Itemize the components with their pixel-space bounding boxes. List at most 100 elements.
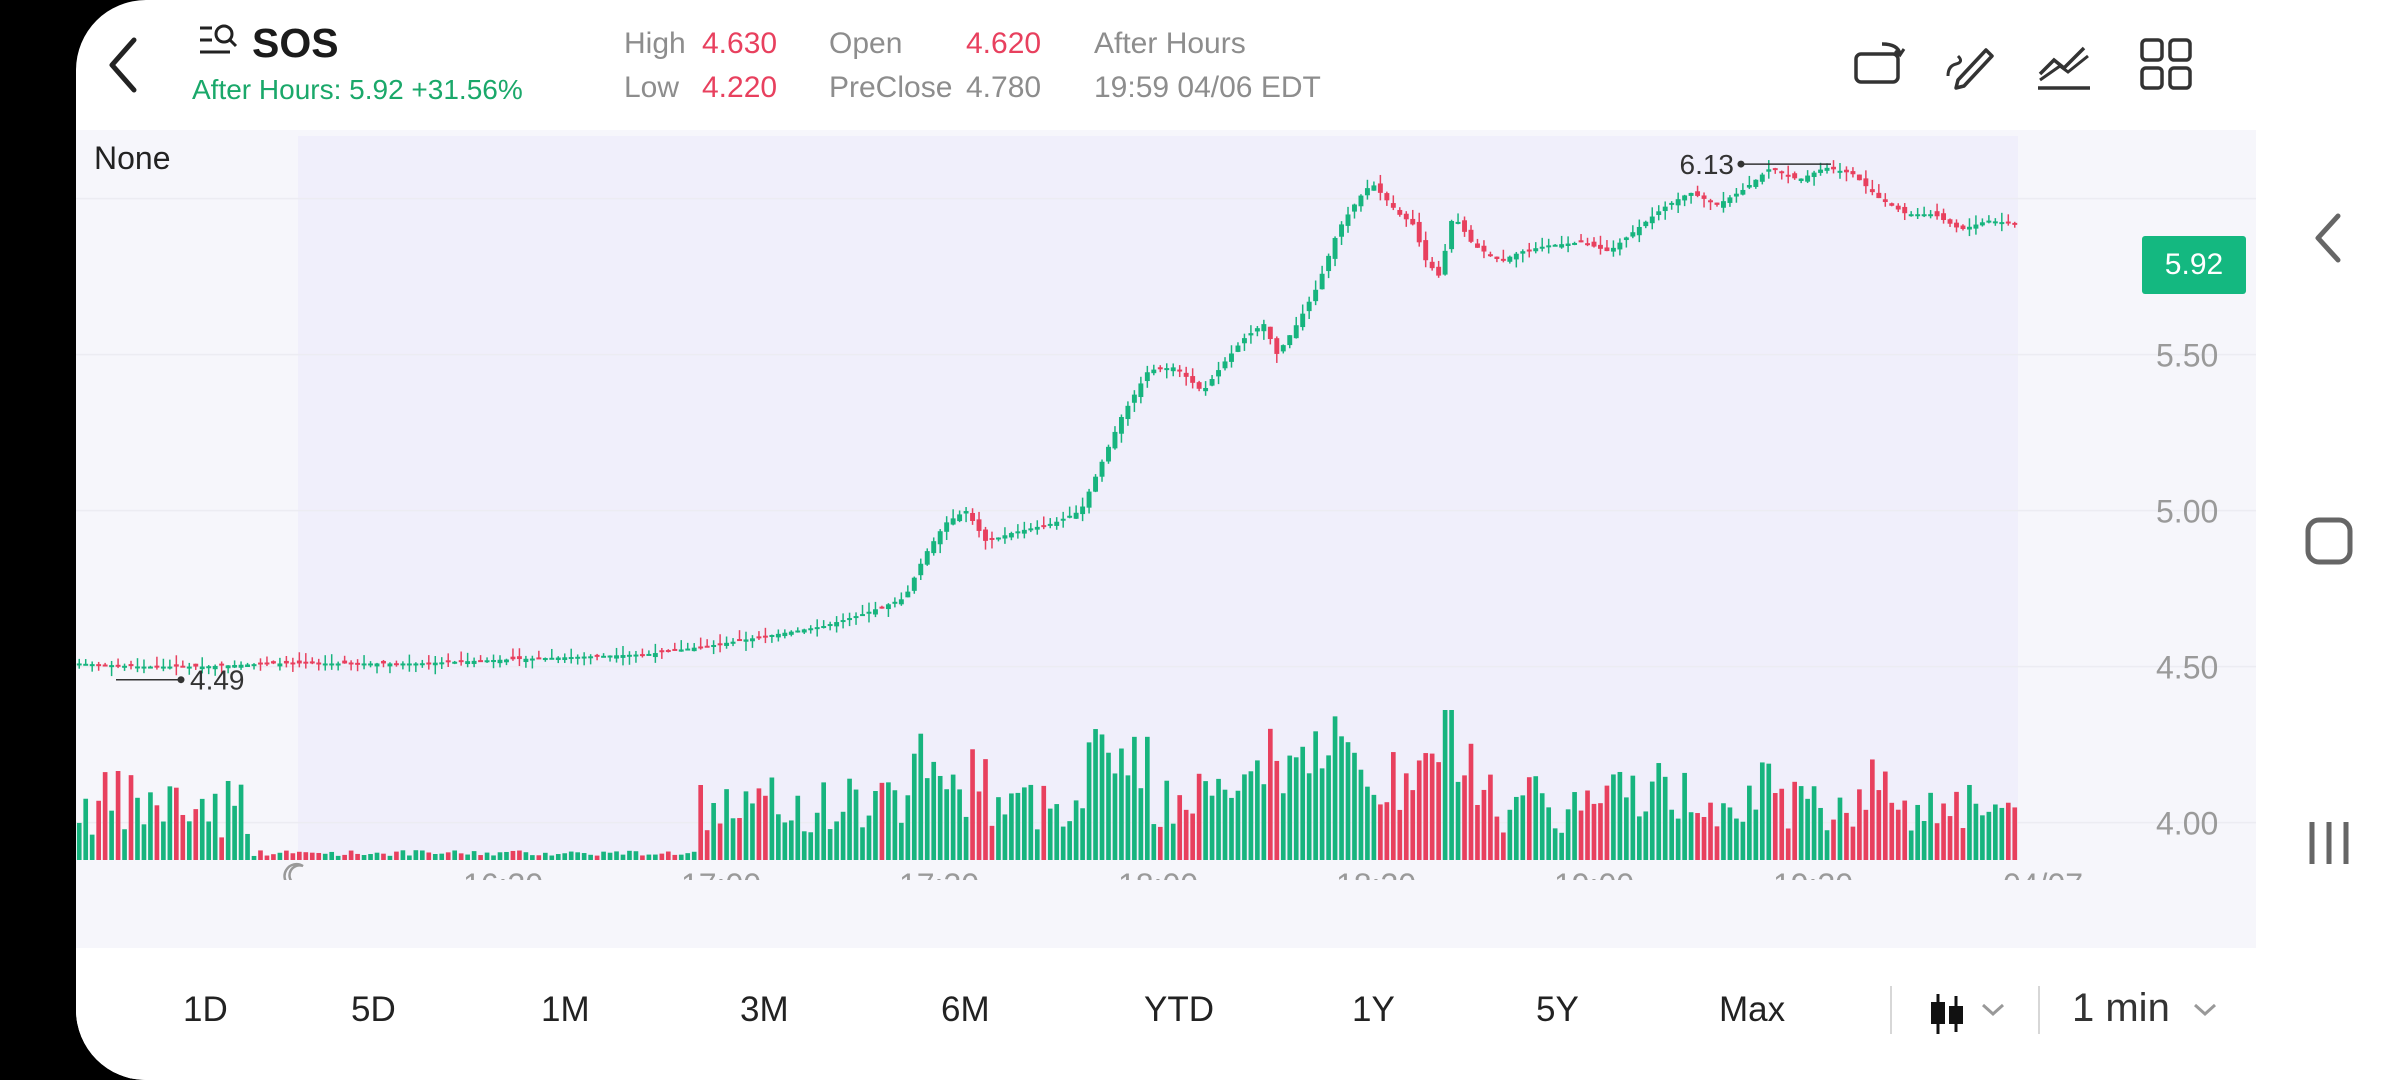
- candlestick-type-icon[interactable]: [1926, 992, 1970, 1036]
- candle-body: [1598, 244, 1603, 249]
- candle-body: [918, 563, 924, 576]
- volume-bar: [1740, 821, 1746, 860]
- nav-home-icon[interactable]: [2304, 516, 2354, 566]
- candle-body: [795, 630, 801, 633]
- volume-bar: [1805, 798, 1810, 860]
- candle-body: [1060, 518, 1066, 521]
- volume-bar: [763, 795, 768, 860]
- volume-bar: [1999, 807, 2005, 860]
- candle-body: [219, 663, 225, 666]
- interval-selector[interactable]: 1 min: [2072, 986, 2170, 1030]
- price-chart[interactable]: 6.134.49 5.505.004.504.00 16:3017:0017:3…: [76, 130, 2256, 950]
- volume-bar: [1047, 808, 1053, 860]
- range-tab-1d[interactable]: 1D: [183, 990, 228, 1029]
- range-tab-6m[interactable]: 6M: [941, 990, 990, 1029]
- volume-bar: [646, 854, 652, 860]
- draw-icon[interactable]: [1944, 36, 2000, 92]
- candle-body: [445, 660, 451, 663]
- candle-body: [251, 664, 257, 667]
- volume-bar: [1287, 755, 1293, 860]
- search-list-icon[interactable]: [198, 22, 240, 62]
- volume-bar: [1656, 763, 1662, 860]
- stock-symbol: SOS: [252, 20, 339, 66]
- candle-body: [717, 643, 723, 646]
- volume-bar: [1112, 773, 1118, 860]
- candle-body: [115, 664, 121, 667]
- candle-body: [361, 663, 367, 666]
- rotate-screen-icon[interactable]: [1852, 36, 1908, 92]
- candle-body: [2012, 222, 2018, 225]
- back-arrow-icon[interactable]: [96, 30, 150, 100]
- interval-chevron-icon[interactable]: [2192, 1000, 2218, 1020]
- candle-body: [465, 661, 471, 665]
- range-tab-1y[interactable]: 1Y: [1352, 990, 1395, 1029]
- volume-bar: [1494, 816, 1500, 860]
- candle-body: [1546, 245, 1552, 248]
- candle-body: [1759, 174, 1765, 182]
- volume-bar: [1378, 804, 1383, 860]
- volume-bar: [1682, 772, 1687, 860]
- candle-body: [206, 666, 212, 669]
- volume-bar: [1533, 776, 1539, 860]
- candle-body: [711, 644, 717, 647]
- range-tab-3m[interactable]: 3M: [740, 990, 789, 1029]
- volume-bar: [510, 850, 516, 860]
- candle-body: [1015, 531, 1021, 534]
- volume-bar: [1520, 795, 1526, 860]
- volume-bar: [1015, 792, 1021, 860]
- candle-body: [238, 664, 244, 668]
- candle-body: [1656, 211, 1662, 215]
- after-hours-quote: After Hours: 5.92 +31.56%: [192, 74, 523, 105]
- candle-body: [1779, 171, 1785, 174]
- candle-body: [432, 662, 438, 666]
- candle-body: [406, 663, 412, 666]
- volume-bar: [924, 778, 930, 860]
- volume-bar: [445, 852, 451, 860]
- volume-bar: [1636, 816, 1642, 860]
- nav-recents-icon[interactable]: [2306, 818, 2352, 868]
- candle-body: [1034, 526, 1040, 530]
- volume-bar: [530, 855, 535, 860]
- candle-body: [1377, 183, 1383, 193]
- volume-bar: [575, 852, 581, 860]
- range-tab-max[interactable]: Max: [1719, 990, 1786, 1029]
- candle-body: [1216, 370, 1222, 377]
- volume-bar: [614, 851, 619, 860]
- candle-body: [866, 611, 872, 614]
- volume-bar: [1183, 809, 1189, 860]
- volume-bar: [983, 759, 988, 860]
- candle-body: [484, 660, 490, 663]
- indicator-icon[interactable]: [2036, 36, 2092, 92]
- volume-bar: [1093, 729, 1098, 860]
- candle-body: [1410, 218, 1416, 225]
- range-tab-ytd[interactable]: YTD: [1144, 990, 1214, 1029]
- grid-menu-icon[interactable]: [2138, 36, 2194, 92]
- candle-body: [1721, 201, 1726, 208]
- range-tab-1m[interactable]: 1M: [541, 990, 590, 1029]
- chart-type-chevron-icon[interactable]: [1980, 1000, 2006, 1020]
- candle-body: [750, 638, 755, 642]
- candle-body: [704, 645, 710, 648]
- candle-body: [1203, 387, 1209, 392]
- volume-bar: [1565, 809, 1571, 860]
- range-tab-5y[interactable]: 5Y: [1536, 990, 1579, 1029]
- volume-bar: [892, 790, 898, 860]
- candle-body: [756, 636, 762, 639]
- volume-bar: [672, 854, 678, 860]
- candle-body: [1565, 243, 1571, 246]
- volume-bar: [594, 855, 600, 860]
- candle-body: [1831, 166, 1836, 170]
- volume-bar: [737, 818, 742, 860]
- candle-body: [478, 660, 484, 663]
- volume-bar: [465, 854, 470, 860]
- volume-bar: [1475, 804, 1480, 860]
- range-tab-5d[interactable]: 5D: [351, 990, 396, 1029]
- candle-body: [264, 662, 270, 665]
- volume-bar: [135, 797, 140, 860]
- nav-back-icon[interactable]: [2310, 212, 2346, 264]
- volume-bar: [873, 791, 878, 860]
- volume-bar: [1086, 742, 1092, 860]
- volume-bar: [1611, 774, 1616, 860]
- indicator-label[interactable]: None: [94, 140, 171, 176]
- candle-body: [1688, 192, 1694, 196]
